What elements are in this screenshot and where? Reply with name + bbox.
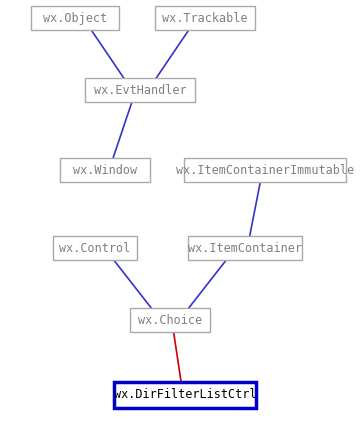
Text: wx.Window: wx.Window xyxy=(73,164,137,176)
Bar xyxy=(114,382,256,408)
Text: wx.EvtHandler: wx.EvtHandler xyxy=(94,83,186,96)
Text: wx.Choice: wx.Choice xyxy=(138,313,202,327)
Bar xyxy=(60,158,150,182)
Bar xyxy=(31,6,119,30)
Text: wx.Control: wx.Control xyxy=(59,242,131,255)
Text: wx.Object: wx.Object xyxy=(43,11,107,25)
Bar xyxy=(85,78,195,102)
Text: wx.Trackable: wx.Trackable xyxy=(162,11,248,25)
Text: wx.ItemContainer: wx.ItemContainer xyxy=(188,242,302,255)
Bar xyxy=(53,236,137,260)
Bar xyxy=(184,158,346,182)
Bar xyxy=(130,308,210,332)
Bar xyxy=(188,236,302,260)
Text: wx.DirFilterListCtrl: wx.DirFilterListCtrl xyxy=(114,388,256,401)
Text: wx.ItemContainerImmutable: wx.ItemContainerImmutable xyxy=(176,164,354,176)
Bar xyxy=(155,6,255,30)
